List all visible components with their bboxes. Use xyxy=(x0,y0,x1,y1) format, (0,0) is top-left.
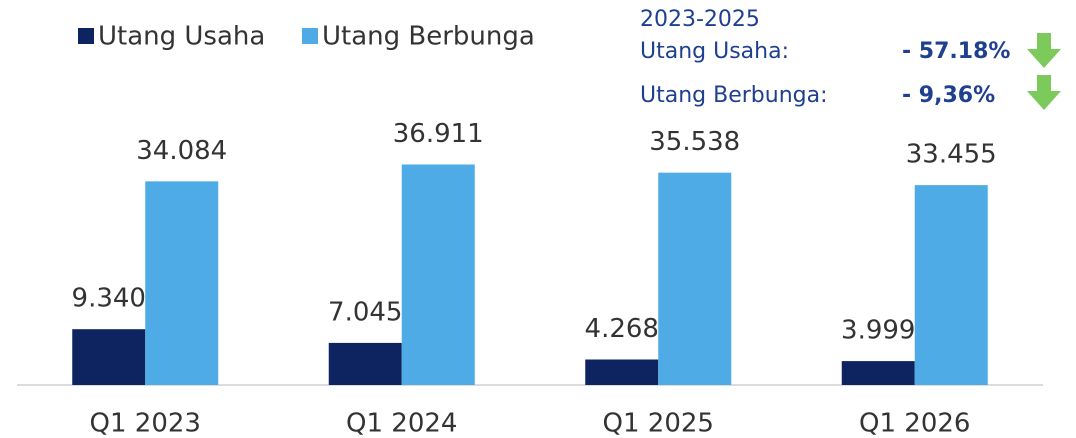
data-label: 7.045 xyxy=(328,297,402,327)
bar xyxy=(145,181,219,385)
down-arrow xyxy=(1027,33,1061,68)
x-tick-label: Q1 2023 xyxy=(90,409,201,438)
legend-label: Utang Usaha xyxy=(98,22,265,52)
legend-label: Utang Berbunga xyxy=(322,22,535,52)
legend-swatch xyxy=(302,28,318,44)
bar xyxy=(585,359,659,385)
x-tick-label: Q1 2026 xyxy=(859,409,970,438)
data-label: 35.538 xyxy=(649,127,740,157)
bar xyxy=(658,172,732,385)
bar xyxy=(914,185,988,385)
annotation-value: - 57.18% xyxy=(902,39,1010,64)
legend-swatch xyxy=(78,28,94,44)
data-label: 3.999 xyxy=(841,316,915,346)
data-label: 36.911 xyxy=(393,119,484,149)
data-label: 34.084 xyxy=(136,136,227,166)
data-label: 9.340 xyxy=(72,284,146,314)
annotation-period: 2023-2025 xyxy=(640,7,760,32)
bar xyxy=(328,342,402,385)
bar xyxy=(72,329,146,385)
down-arrow xyxy=(1027,75,1061,110)
data-label: 4.268 xyxy=(585,314,659,344)
annotation-value: - 9,36% xyxy=(902,83,995,108)
x-tick-label: Q1 2025 xyxy=(603,409,714,438)
bar xyxy=(401,164,475,385)
data-label: 33.455 xyxy=(906,140,997,170)
annotation-label: Utang Berbunga: xyxy=(640,83,828,108)
x-tick-label: Q1 2024 xyxy=(346,409,457,438)
annotation-label: Utang Usaha: xyxy=(640,39,789,64)
bar xyxy=(841,361,915,385)
